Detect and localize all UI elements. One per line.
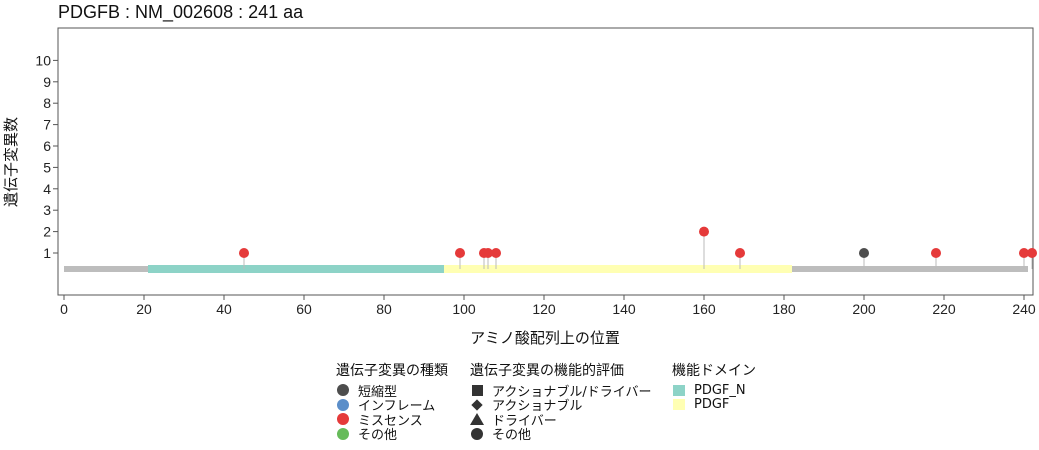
mutation-point	[931, 248, 941, 258]
y-axis-title: 遺伝子変異数	[2, 117, 20, 207]
x-tick-label: 160	[692, 301, 716, 317]
mutation-layer	[239, 226, 1037, 258]
mutation-point	[699, 226, 709, 237]
legend-mutation-types: 遺伝子変異の種類 短縮型 インフレーム ミスセンス その他	[336, 360, 448, 444]
legend-label: アクショナブル	[492, 399, 583, 415]
x-tick-label: 220	[932, 301, 956, 317]
legend-item: 短縮型	[336, 383, 448, 400]
legend-label: アクショナブル/ドライバー	[492, 384, 652, 400]
mutation-point	[859, 248, 869, 258]
x-tick-label: 100	[452, 301, 476, 317]
legend-label: PDGF_N	[694, 382, 746, 398]
x-tick-label: 180	[772, 301, 796, 317]
domain-layer	[64, 265, 1028, 273]
x-tick-label: 140	[612, 301, 636, 317]
legend-item: その他	[336, 427, 448, 444]
stem-layer	[243, 231, 1033, 269]
legend-function-title: 遺伝子変異の機能的評価	[470, 363, 624, 379]
x-tick-label: 60	[296, 301, 312, 317]
lollipop-plot: 0 20 40 60 80 100 120 140 160 180 200 220 240 1 2 3 4 5 6…	[2, 27, 1037, 347]
plot-panel	[57, 27, 1034, 296]
legend-dot-icon	[337, 427, 349, 440]
square-icon	[471, 384, 483, 396]
legend-item: アクショナブル	[470, 398, 651, 415]
y-tick-label: 2	[43, 224, 51, 240]
legend-item: PDGF	[672, 397, 756, 413]
domain-swatch-icon	[673, 384, 685, 396]
legend-functional-assessment: 遺伝子変異の機能的評価 アクショナブル/ドライバー アクショナブル ドライバー …	[470, 360, 652, 444]
y-tick-label: 8	[43, 95, 51, 111]
x-tick-label: 0	[60, 301, 68, 317]
y-tick-label: 1	[43, 245, 51, 261]
legend-label: その他	[358, 428, 398, 444]
y-tick-label: 10	[35, 52, 51, 68]
legend-label: インフレーム	[358, 399, 436, 415]
y-tick-label: 7	[43, 117, 51, 133]
circle-icon	[471, 427, 483, 440]
mutation-point	[735, 248, 745, 258]
legend-dot-icon	[337, 398, 349, 411]
y-tick-label: 9	[43, 74, 51, 90]
legend-item: ドライバー	[470, 412, 651, 429]
x-tick-label: 200	[852, 301, 876, 317]
y-tick-label: 6	[43, 138, 51, 154]
legend-types-title: 遺伝子変異の種類	[336, 363, 448, 379]
legend-item: アクショナブル/ドライバー	[470, 383, 652, 400]
diamond-icon	[471, 399, 483, 411]
mutation-point	[455, 248, 465, 258]
x-tick-label: 40	[216, 301, 232, 317]
legend-domain-title: 機能ドメイン	[672, 363, 756, 379]
domain-pdgf	[444, 265, 792, 273]
y-tick-label: 3	[43, 202, 51, 218]
mutation-point	[1027, 248, 1037, 258]
legend-label: PDGF	[694, 397, 730, 413]
legend-item: ミスセンス	[336, 412, 448, 429]
legend-item: PDGF_N	[672, 383, 756, 398]
x-tick-label: 80	[376, 301, 392, 317]
chart-title: PDGFB : NM_002608 : 241 aa	[58, 2, 304, 22]
legend-label: 短縮型	[358, 384, 398, 400]
legend-item: インフレーム	[336, 398, 448, 415]
mutation-point	[483, 248, 493, 258]
x-tick-label: 20	[136, 301, 152, 317]
legend-dot-icon	[337, 384, 349, 397]
triangle-icon	[470, 413, 484, 426]
x-axis-title: アミノ酸配列上の位置	[470, 329, 620, 347]
domain-swatch-icon	[673, 399, 685, 411]
mutation-point	[1019, 248, 1029, 258]
mutation-point	[491, 248, 501, 258]
y-axis: 1 2 3 4 5 6 7 8 9 10	[35, 52, 58, 261]
legend-dot-icon	[337, 413, 349, 426]
y-tick-label: 4	[43, 181, 51, 197]
y-tick-label: 5	[43, 159, 51, 175]
legend-label: ドライバー	[492, 413, 557, 429]
x-tick-label: 120	[532, 301, 556, 317]
x-tick-label: 240	[1012, 301, 1036, 317]
legend-label: ミスセンス	[358, 413, 423, 429]
domain-pdgf-n	[148, 265, 444, 273]
legend-domains: 機能ドメイン PDGF_N PDGF	[672, 360, 756, 412]
x-axis: 0 20 40 60 80 100 120 140 160 180 200 220 240	[60, 295, 1036, 317]
legend-item: その他	[470, 427, 651, 444]
mutation-point	[239, 248, 249, 258]
legend-label: その他	[492, 428, 532, 444]
